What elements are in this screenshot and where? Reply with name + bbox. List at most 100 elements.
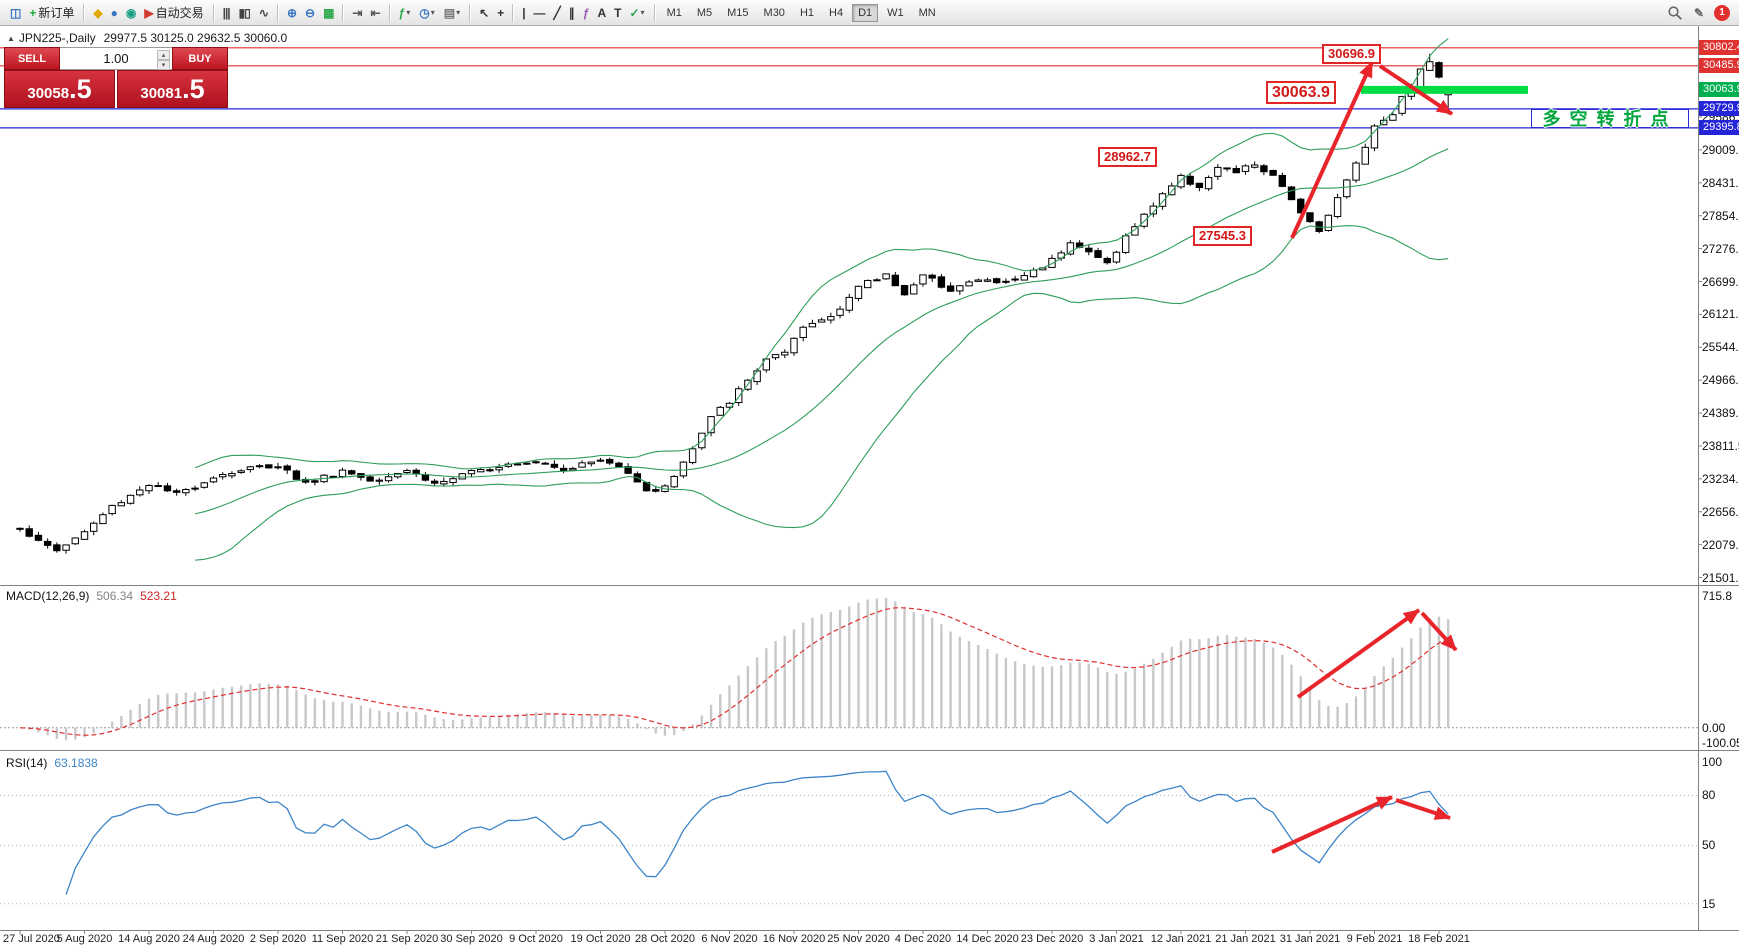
label-button[interactable]: T <box>610 2 624 24</box>
buy-button[interactable]: BUY <box>172 47 228 70</box>
timeframe-m30-button[interactable]: M30 <box>763 6 785 19</box>
chart-window-button[interactable]: ◫ <box>6 2 24 24</box>
date-axis-label: 28 Oct 2020 <box>635 933 695 945</box>
new-order-button-label: 新订单 <box>38 6 75 20</box>
price-scale-label: 27854.0 <box>1702 208 1739 223</box>
price-scale-badge: 30485.9 <box>1699 57 1739 73</box>
indicators-button[interactable]: ƒ ▾ <box>395 2 415 24</box>
price-scale-label: 21501.5 <box>1702 570 1739 585</box>
new-order-button[interactable]: + 新订单 <box>25 2 78 24</box>
templates-icon: ▤ <box>443 5 455 20</box>
indicators-icon: ƒ <box>398 5 406 20</box>
fibonacci-button[interactable]: ƒ <box>579 2 593 24</box>
price-annotation[interactable]: 28962.7 <box>1098 147 1157 167</box>
price-annotation[interactable]: 30696.9 <box>1322 44 1381 64</box>
vertical-line-button[interactable]: | <box>518 2 528 24</box>
horizontal-line-icon: ― <box>533 5 546 20</box>
price-annotation[interactable]: 30063.9 <box>1266 81 1336 104</box>
chart-collapse-icon[interactable]: ▲ <box>7 34 15 43</box>
timeframe-mn-button[interactable]: MN <box>918 6 936 19</box>
toolbar-separator <box>388 3 390 22</box>
crosshair-icon: + <box>497 5 504 20</box>
price-scale-badge: 29395.8 <box>1699 119 1739 135</box>
timeframe-w1-button[interactable]: W1 <box>887 6 904 19</box>
sell-button[interactable]: SELL <box>4 47 60 70</box>
date-axis-label: 27 Jul 2020 <box>3 933 60 945</box>
notification-badge[interactable]: 1 <box>1714 4 1730 21</box>
toolbar-separator <box>469 3 471 22</box>
timeframe-m1-button[interactable]: M1 <box>666 6 682 19</box>
rsi-scale-label: 80 <box>1702 788 1716 803</box>
sell-price[interactable]: 30058.5 <box>4 70 115 108</box>
date-axis-label: 11 Sep 2020 <box>311 933 374 945</box>
buy-price-main: 30081 <box>140 85 183 102</box>
date-axis-label: 18 Feb 2021 <box>1408 933 1470 945</box>
volume-up-icon[interactable]: ▴ <box>157 50 170 60</box>
tile-windows-button[interactable]: ▦ <box>319 2 337 24</box>
date-axis-label: 24 Aug 2020 <box>182 933 245 945</box>
periods-button[interactable]: ◷ ▾ <box>415 2 439 24</box>
price-scale-badge: 29729.9 <box>1699 100 1739 116</box>
timeframe-m5-button[interactable]: M5 <box>696 6 713 19</box>
text-button[interactable]: A <box>593 2 609 24</box>
price-scale-label: 26699.0 <box>1702 274 1739 289</box>
price-scale-label: 22656.5 <box>1702 504 1739 519</box>
rsi-scale-label: 50 <box>1702 838 1716 853</box>
line-chart-button[interactable]: ∿ <box>255 2 272 24</box>
turning-point-label[interactable]: 多空转折点 <box>1531 109 1689 129</box>
date-axis-label: 23 Dec 2020 <box>1020 933 1084 945</box>
macd-indicator-label: MACD(12,26,9) 506.34 523.21 <box>6 589 177 603</box>
dropdown-caret-icon: ▾ <box>406 8 411 17</box>
date-axis-label: 21 Sep 2020 <box>375 933 439 945</box>
sell-price-main: 30058 <box>27 85 70 102</box>
price-annotation[interactable]: 27545.3 <box>1193 226 1252 246</box>
price-scale-label: 27276.5 <box>1702 241 1739 256</box>
zoom-in-button[interactable]: ⊕ <box>283 2 300 24</box>
bar-chart-icon: ||| <box>222 5 231 20</box>
signals-icon[interactable]: ◉ <box>122 2 139 24</box>
community-icon[interactable]: ● <box>107 2 121 24</box>
timeframe-m15-button[interactable]: M15 <box>727 6 749 19</box>
macd-scale-max: 715.8 <box>1702 589 1733 603</box>
edit-button[interactable]: ✎ <box>1690 2 1707 24</box>
buy-price[interactable]: 30081.5 <box>117 70 228 108</box>
symbol-search-icon[interactable] <box>1667 5 1683 21</box>
community-icon-icon: ● <box>110 5 118 20</box>
timeframe-h1-button[interactable]: H1 <box>799 6 814 19</box>
horizontal-line-button[interactable]: ― <box>530 2 549 24</box>
timeframe-d1-button[interactable]: D1 <box>852 3 879 22</box>
zoom-out-button[interactable]: ⊖ <box>301 2 318 24</box>
price-scale-badge: 30802.4 <box>1699 39 1739 55</box>
rsi-scale-label: 100 <box>1702 755 1723 769</box>
bar-chart-button[interactable]: ||| <box>219 2 234 24</box>
price-scale-badge: 30063.9 <box>1699 81 1739 97</box>
timeframe-h4-button[interactable]: H4 <box>829 6 844 19</box>
cursor-button[interactable]: ↖ <box>475 2 492 24</box>
chart-shift-button[interactable]: ⇤ <box>366 2 383 24</box>
chart-shift-icon: ⇤ <box>370 5 380 20</box>
dropdown-caret-icon: ▾ <box>456 8 461 17</box>
trendline-button[interactable]: ╱ <box>550 2 564 24</box>
label-icon: T <box>614 5 621 20</box>
volume-spinner[interactable]: ▴ ▾ <box>157 50 170 70</box>
auto-scroll-button[interactable]: ⇥ <box>348 2 365 24</box>
volume-field[interactable]: 1.00 ▴ ▾ <box>60 47 172 70</box>
date-axis-label: 6 Nov 2020 <box>701 933 758 945</box>
crosshair-button[interactable]: + <box>493 2 507 24</box>
templates-button[interactable]: ▤ ▾ <box>440 2 464 24</box>
toolbar-separator <box>83 3 85 22</box>
channel-button[interactable]: ∥ <box>565 2 578 24</box>
arrows-button[interactable]: ✓ ▾ <box>625 2 648 24</box>
date-axis-label: 4 Dec 2020 <box>894 933 952 945</box>
volume-down-icon[interactable]: ▾ <box>157 60 170 70</box>
price-scale-label: 24389.0 <box>1702 406 1739 421</box>
market-icon[interactable]: ◆ <box>89 2 105 24</box>
date-axis-label: 12 Jan 2021 <box>1150 933 1212 945</box>
autotrading-button[interactable]: ▶ 自动交易 <box>140 2 207 24</box>
price-scale-label: 29009.0 <box>1702 142 1739 157</box>
date-axis-label: 2 Sep 2020 <box>249 933 307 945</box>
toolbar: ◫ + 新订单 ◆ ● ◉ ▶ 自动交易 ||| ▮▯ ∿ ⊕ ⊖ ▦ ⇥ ⇤ ƒ ▾ ◷ ▾ ▤ ▾ ↖ + | ― ╱ ∥ ƒ A T ✓… <box>0 0 1739 26</box>
candlestick-chart-button[interactable]: ▮▯ <box>235 2 254 24</box>
toolbar-separator <box>342 3 344 22</box>
